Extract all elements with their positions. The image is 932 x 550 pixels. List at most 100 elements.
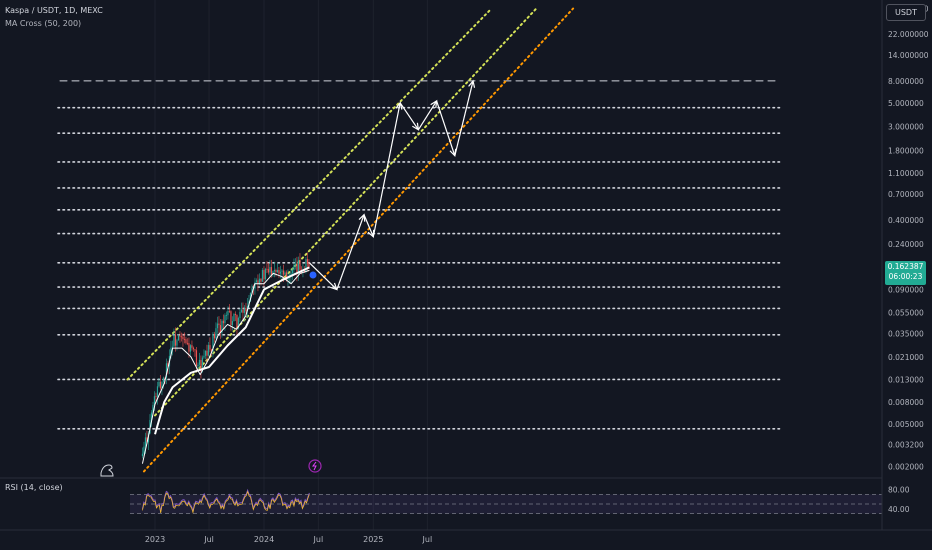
candle-body: [209, 345, 211, 350]
trend-channel: [126, 7, 575, 473]
candle-body: [164, 377, 166, 379]
candle-body: [218, 323, 220, 326]
moving-average: [141, 266, 310, 464]
candle-body: [249, 292, 252, 302]
candle-body: [270, 267, 273, 275]
candle-body: [251, 288, 253, 293]
candle-body: [290, 273, 292, 276]
candle-body: [195, 350, 198, 367]
rsi-pane: 80.00 40.00: [0, 477, 910, 514]
candle-body: [210, 349, 213, 352]
candle-body: [176, 340, 178, 346]
candle-body: [162, 377, 165, 382]
projection-segment: [372, 102, 401, 237]
candle-body: [257, 280, 259, 284]
candle-body: [224, 315, 226, 324]
candle-body: [144, 437, 147, 447]
price-tick-label: 3.000000: [888, 123, 924, 132]
candle-body: [219, 325, 222, 333]
time-tick-label: 2023: [145, 535, 165, 544]
price-tick-label: 1.100000: [888, 169, 924, 178]
candle-body: [296, 263, 298, 273]
candle-body: [294, 263, 297, 266]
time-tick-label: Jul: [313, 535, 324, 544]
candle-body: [204, 350, 207, 356]
candle-body: [230, 311, 232, 326]
candle-body: [255, 280, 258, 283]
candle-body: [215, 328, 217, 339]
projection-arrowhead: [468, 79, 476, 88]
candle-body: [231, 321, 234, 326]
candle-body: [254, 282, 256, 289]
candle-body: [155, 396, 157, 398]
candle-body: [200, 359, 202, 372]
channel-upper: [126, 7, 493, 381]
projection-segment: [436, 100, 456, 156]
candle-body: [173, 334, 175, 347]
candle-body: [143, 446, 145, 454]
candle-body: [258, 278, 261, 284]
candle-body: [276, 270, 279, 273]
price-tick-label: 22.000000: [888, 30, 929, 39]
price-tick-label: 0.003200: [888, 441, 924, 450]
projection-segment: [454, 80, 474, 156]
candle-body: [189, 345, 192, 352]
chart-title[interactable]: Kaspa / USDT, 1D, MEXC: [5, 6, 103, 15]
candle-body: [306, 259, 309, 264]
candle-body: [243, 308, 246, 313]
candle-body: [260, 278, 262, 282]
tradingview-logo-icon[interactable]: [100, 464, 114, 477]
candle-body: [165, 363, 168, 378]
lightning-event-icon[interactable]: [308, 459, 322, 473]
currency-button[interactable]: USDT: [886, 4, 926, 21]
candle-body: [264, 268, 267, 280]
price-tick-label: 0.002000: [888, 463, 924, 472]
projection-arrowhead: [430, 99, 438, 108]
candle-body: [275, 270, 277, 273]
price-candles: [141, 252, 310, 459]
candle-body: [267, 269, 270, 273]
rsi-legend[interactable]: RSI (14, close): [5, 483, 63, 492]
candle-body: [239, 311, 241, 319]
candle-body: [183, 339, 186, 340]
indicator-legend[interactable]: MA Cross (50, 200): [5, 19, 82, 28]
candle-body: [174, 334, 177, 346]
candle-body: [216, 323, 219, 329]
candle-body: [191, 345, 193, 348]
candle-body: [161, 381, 163, 389]
candle-body: [225, 315, 228, 316]
projection-segment: [363, 214, 374, 238]
price-tick-label: 0.005000: [888, 420, 924, 429]
candle-body: [233, 313, 235, 322]
candle-body: [291, 270, 294, 274]
time-axis: 2023 Jul 2024 Jul 2025 Jul: [0, 529, 932, 544]
projection-path: [308, 79, 476, 291]
candle-body: [213, 333, 216, 339]
candle-body: [170, 347, 172, 356]
rsi-band: [130, 494, 882, 514]
candle-body: [242, 309, 244, 313]
price-tick-label: 8.000000: [888, 77, 924, 86]
price-tick-label: 0.055000: [888, 308, 924, 317]
candle-body: [158, 381, 160, 387]
channel-middle: [154, 7, 538, 417]
candle-body: [206, 350, 208, 356]
candle-body: [222, 320, 225, 324]
time-tick-label: Jul: [203, 535, 214, 544]
current-price-badge: 0.162387 06:00:23: [885, 261, 926, 285]
candle-body: [141, 453, 144, 457]
candle-body: [236, 314, 238, 329]
candle-body: [156, 386, 159, 397]
candle-body: [266, 268, 268, 270]
chart-icons: [100, 271, 322, 477]
candle-body: [227, 310, 229, 316]
horizontal-levels: [57, 80, 781, 430]
candle-body: [297, 260, 300, 273]
candle-body: [245, 308, 247, 312]
candle-body: [261, 270, 264, 282]
candle-body: [177, 335, 180, 341]
candle-body: [198, 359, 201, 365]
ma-fast-line: [141, 269, 310, 464]
bar-countdown: 06:00:23: [888, 272, 923, 281]
